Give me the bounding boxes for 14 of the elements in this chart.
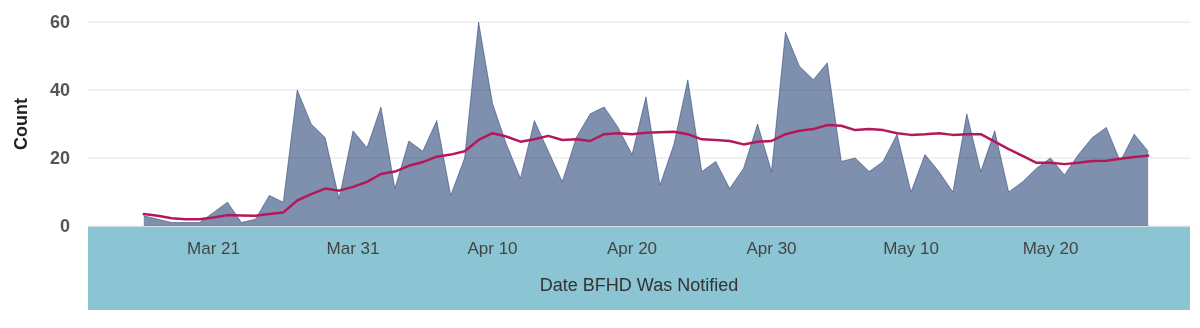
y-axis-title: Count <box>11 98 31 150</box>
line-series <box>142 123 1150 221</box>
x-tick-label: May 10 <box>883 239 939 258</box>
x-axis-title: Date BFHD Was Notified <box>539 275 739 295</box>
y-tick-label: 60 <box>49 12 70 32</box>
x-tick-label: Mar 21 <box>187 239 241 258</box>
x-tick-label: Mar 31 <box>326 239 380 258</box>
y-tick-label: 0 <box>59 216 70 236</box>
x-tick-label: May 20 <box>1022 239 1079 258</box>
x-tick-label: Apr 10 <box>467 239 518 258</box>
y-tick-label: 20 <box>49 148 70 168</box>
x-tick-label: Apr 30 <box>746 239 797 258</box>
x-tick-label: Apr 20 <box>606 239 658 258</box>
y-tick-label: 40 <box>49 80 70 100</box>
